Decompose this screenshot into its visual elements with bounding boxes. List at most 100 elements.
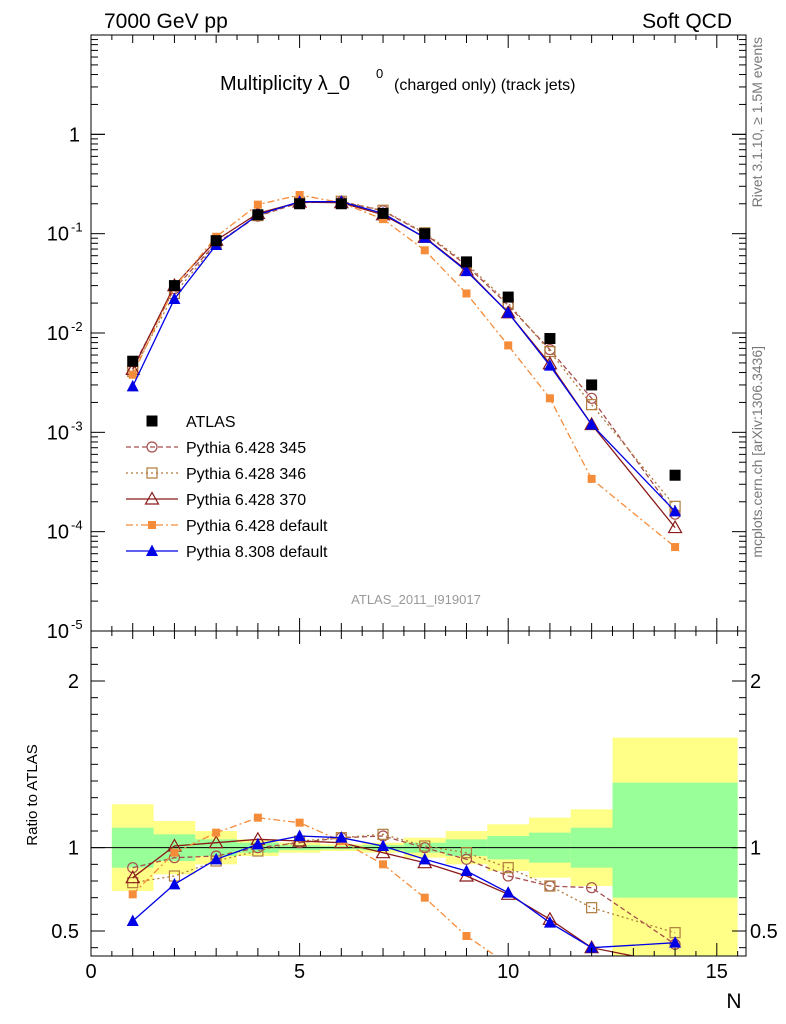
legend-label: ATLAS [186,414,236,431]
ratio-data-point [295,818,304,827]
ratio-plot-area [125,813,682,956]
plot-title-main: Multiplicity λ_0 [220,73,350,95]
legend-marker [146,544,158,556]
main-data-point [379,215,388,224]
legend-entry: Pythia 6.428 346 [126,466,306,483]
legend-label: Pythia 8.308 default [186,544,328,561]
main-data-point [585,417,598,430]
ratio-data-point [377,828,389,840]
y-tick-label: 10 [47,323,69,345]
y-tick-exponent: -1 [71,220,83,235]
ratio-y-tick-label: 2 [68,671,79,693]
ratio-data-point [127,862,139,874]
ratio-series-line [132,817,498,956]
legend-marker [148,521,156,529]
ratio-data-point [462,932,471,940]
main-data-point [543,359,556,371]
x-axis-label: N [726,990,741,1013]
ratio-data-point [375,844,391,859]
main-data-point [253,200,262,209]
ratio-data-point [293,829,306,841]
main-data-point [252,209,264,221]
ratio-data-point [502,886,515,898]
legend-entry: ATLAS [146,414,236,431]
ratio-data-point [335,831,348,843]
ratio-data-point [420,893,429,902]
main-data-point [377,207,389,219]
ratio-data-point [502,870,514,882]
main-data-point [502,306,515,318]
main-data-point [460,256,472,268]
y-tick-label: 1 [69,124,80,146]
main-data-point [504,341,513,350]
y-tick-exponent: -5 [71,617,83,632]
rivet-label: Rivet 3.1.10, ≥ 1.5M events [749,37,765,207]
ratio-data-point [419,840,431,852]
ratio-data-point [544,880,556,892]
main-data-point [210,235,222,247]
legend-entry: Pythia 6.428 345 [126,440,306,457]
y-tick-label: 10 [47,621,69,643]
x-tick-label: 0 [85,961,96,983]
legend-label: Pythia 6.428 370 [186,492,306,509]
y-tick-exponent: -3 [71,418,83,433]
y-tick-exponent: -4 [71,518,83,533]
ratio-frame [90,630,747,957]
main-data-point [462,289,471,298]
legend-marker [146,441,158,453]
ratio-data-point [379,860,388,869]
main-data-point [419,228,431,240]
legend-entry: Pythia 6.428 370 [126,491,306,509]
main-data-point [671,543,680,552]
x-tick-label: 5 [294,961,305,983]
ratio-y-tick-label-right: 1 [750,838,761,860]
x-tick-label: 10 [497,961,519,983]
ratio-data-point [460,847,473,859]
ratio-data-point [377,839,390,851]
main-data-point [586,399,598,411]
main-data-point [587,474,596,483]
y-tick-label: 10 [47,224,69,246]
main-plot-area [125,191,683,552]
ratio-y-tick-label-right: 2 [750,671,761,693]
main-data-point [669,469,681,481]
analysis-watermark: ATLAS_2011_I919017 [351,592,481,607]
main-series-atlas [127,198,681,481]
main-data-point [295,191,304,200]
ratio-data-point [212,828,221,837]
legend-marker [146,467,158,479]
main-frame [90,34,747,632]
ratio-data-point [128,890,137,899]
ratio-y-tick-label: 1 [68,838,79,860]
ratio-data-point [125,869,141,884]
ratio-data-point [460,853,473,865]
main-data-point [586,379,598,391]
stat-band [612,782,738,898]
main-data-point [294,198,306,210]
main-data-point [669,504,682,517]
legend-entry: Pythia 6.428 default [126,518,328,535]
ratio-y-tick-label: 0.5 [51,921,79,943]
ratio-data-point [170,848,179,857]
legend-label: Pythia 6.428 346 [186,466,306,483]
y-tick-label: 10 [47,522,69,544]
main-data-point [335,198,347,210]
ratio-y-tick-label-right: 0.5 [750,921,778,943]
y-tick-label: 10 [47,422,69,444]
main-data-point [544,333,556,345]
ratio-data-point [168,877,181,890]
ratio-data-point [543,916,556,928]
legend: ATLAS Pythia 6.428 345 Pythia 6.428 346 Pyt… [126,414,328,561]
ratio-data-point [586,902,598,914]
legend-marker [146,415,158,427]
main-data-point [168,280,180,292]
main-data-point [127,355,139,367]
ratio-data-point [418,852,431,865]
plot-title-sup: 0 [376,66,383,81]
x-tick-label: 15 [706,961,728,983]
ratio-data-point [208,834,224,849]
ratio-data-point [586,882,598,894]
ratio-axis-label: Ratio to ATLAS [24,744,41,845]
legend-label: Pythia 6.428 default [186,518,328,535]
